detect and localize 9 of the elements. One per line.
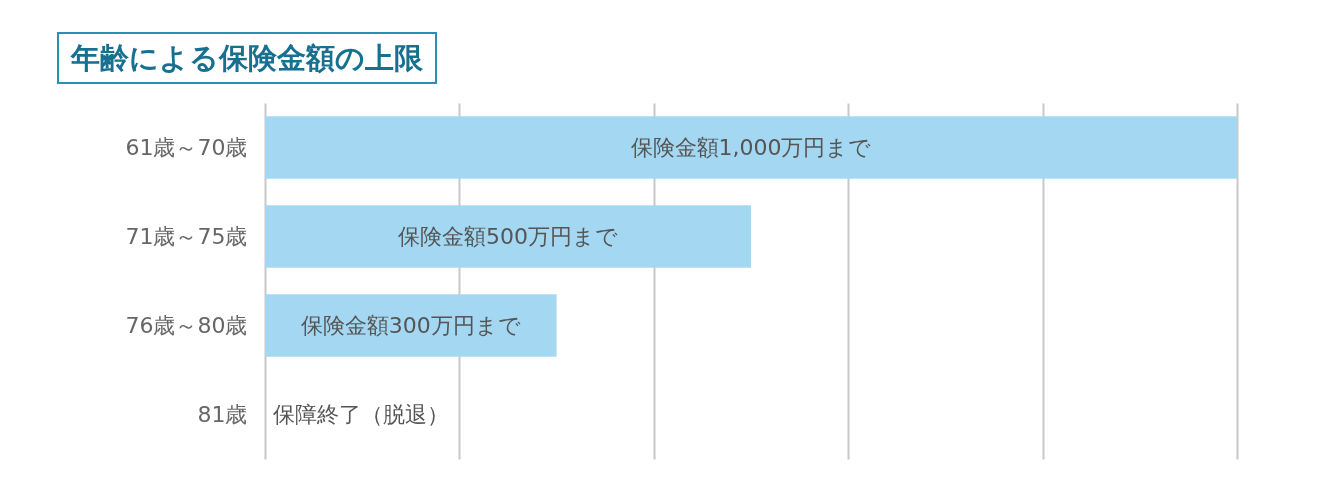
data-label: 保険金額300万円まで bbox=[300, 312, 521, 338]
chart-title: 年齢による保険金額の上限 bbox=[57, 32, 437, 84]
y-tick-label: 81歳 bbox=[197, 401, 248, 427]
y-tick-label: 61歳～70歳 bbox=[125, 134, 248, 160]
y-tick-label: 76歳～80歳 bbox=[125, 312, 248, 338]
y-tick-label: 71歳～75歳 bbox=[125, 223, 248, 249]
data-label: 保険金額1,000万円まで bbox=[630, 134, 872, 160]
data-label: 保険金額500万円まで bbox=[398, 223, 618, 249]
text: 保障終了（脱退） bbox=[273, 401, 449, 427]
